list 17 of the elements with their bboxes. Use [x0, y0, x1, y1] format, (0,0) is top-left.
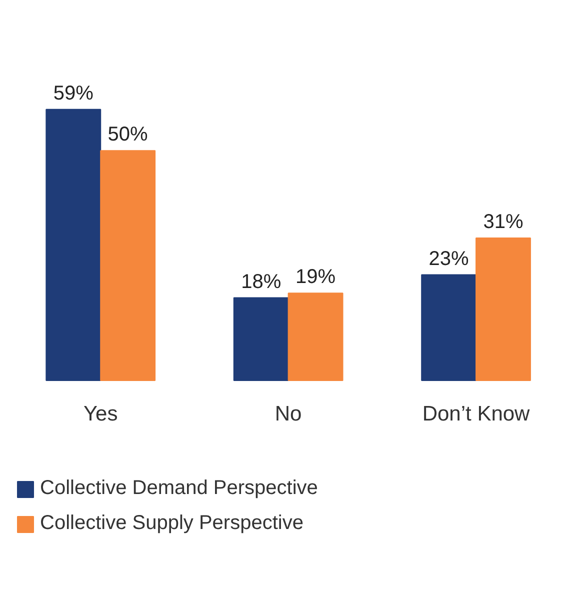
x-tick-label: Yes	[83, 402, 118, 426]
legend-label: Collective Demand Perspective	[40, 477, 318, 500]
bar	[46, 108, 102, 381]
x-tick-label: Don’t Know	[422, 402, 531, 426]
data-label: 19%	[296, 266, 336, 288]
x-tick-label: No	[274, 402, 302, 426]
bar	[233, 297, 289, 381]
bar	[421, 274, 477, 381]
bar	[100, 150, 156, 381]
legend-label: Collective Supply Perspective	[40, 512, 304, 535]
bar	[476, 238, 531, 381]
data-label: 31%	[483, 211, 524, 234]
data-label: 50%	[108, 124, 148, 146]
data-label: 18%	[241, 270, 282, 293]
data-label: 23%	[428, 248, 470, 270]
data-label: 59%	[53, 82, 94, 104]
bar	[288, 292, 344, 381]
